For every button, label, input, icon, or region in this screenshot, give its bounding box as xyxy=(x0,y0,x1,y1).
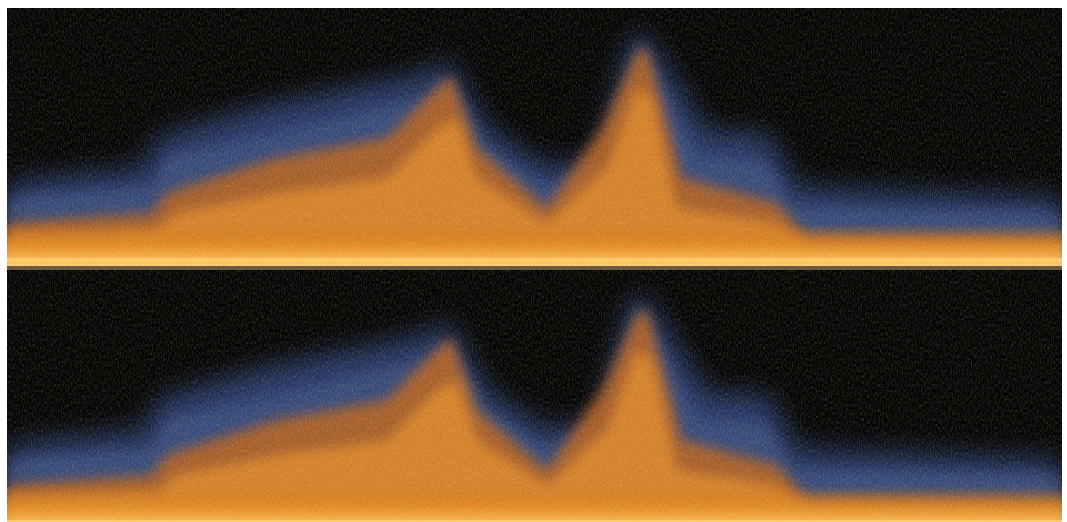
page: (() => { const data = JSON.parse(documen… xyxy=(0,0,1067,522)
spectrogram-view xyxy=(0,0,1067,522)
spectrogram-panel-bottom xyxy=(7,270,1062,522)
spectrogram-panel-top xyxy=(7,8,1062,278)
panel-divider xyxy=(7,266,1062,270)
